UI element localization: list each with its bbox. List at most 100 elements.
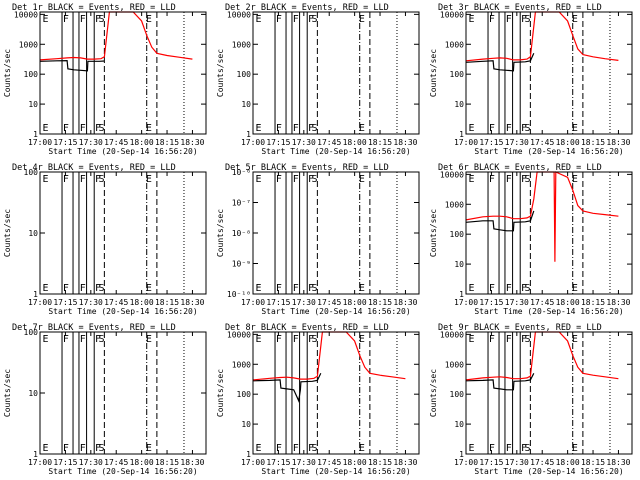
y-tick-label: 10 <box>241 100 251 109</box>
plot-frame <box>252 11 420 135</box>
flag-letter: E <box>256 123 262 134</box>
flag-letter: E <box>256 14 262 25</box>
y-tick-label: 10000 <box>227 330 251 339</box>
y-tick-label: 10000 <box>440 170 464 179</box>
x-axis-label: Start Time (20-Sep-14 16:56:20) <box>474 307 623 316</box>
y-tick-label: 10000 <box>14 10 38 19</box>
flag-letter: E <box>146 283 152 294</box>
y-tick-label: 1000 <box>445 200 464 209</box>
x-tick-label: 18:30 <box>606 138 630 147</box>
flag-letter: S <box>98 334 104 345</box>
flag-letter: F <box>95 174 101 185</box>
flag-letter: F <box>276 283 282 294</box>
panel-det-6: Det 6r BLACK = Events, RED = LLDEEFFFFFF… <box>429 163 633 316</box>
x-tick-label: 17:45 <box>530 458 554 467</box>
flag-letter: S <box>311 174 317 185</box>
x-tick-label: 17:00 <box>28 138 52 147</box>
x-tick-label: 17:15 <box>479 138 503 147</box>
y-axis-label: Counts/sec <box>429 369 438 417</box>
flag-letter: F <box>95 14 101 25</box>
flag-letter: F <box>293 443 299 454</box>
flag-letter: F <box>276 14 282 25</box>
x-tick-label: 17:00 <box>241 138 265 147</box>
x-tick-label: 17:45 <box>104 298 128 307</box>
panel-title: Det 8r BLACK = Events, RED = LLD <box>225 323 389 333</box>
y-tick-label: 100 <box>450 70 465 79</box>
x-tick-label: 17:30 <box>79 458 103 467</box>
y-tick-label: 1 <box>459 130 464 139</box>
x-tick-label: 18:00 <box>556 458 580 467</box>
y-tick-label: 100 <box>237 70 252 79</box>
flag-letter: S <box>524 174 530 185</box>
y-axis-label: Counts/sec <box>429 49 438 97</box>
flag-letter: F <box>80 174 86 185</box>
flag-letter: S <box>524 283 530 294</box>
y-tick-label: 1 <box>33 450 38 459</box>
x-tick-label: 18:30 <box>393 458 417 467</box>
panel-title: Det 2r BLACK = Events, RED = LLD <box>225 3 389 13</box>
flag-letter: F <box>63 283 69 294</box>
panel-det-1: Det 1r BLACK = Events, RED = LLDEEFFFFFF… <box>3 3 207 156</box>
x-tick-label: 17:45 <box>104 458 128 467</box>
panel-det-4: Det 4r BLACK = Events, RED = LLDEEFFFFFF… <box>3 163 207 316</box>
panel-det-3: Det 3r BLACK = Events, RED = LLDEEFFFFFF… <box>429 3 633 156</box>
y-axis-label: Counts/sec <box>216 49 225 97</box>
x-tick-label: 18:00 <box>556 298 580 307</box>
flag-letter: F <box>308 443 314 454</box>
y-tick-label: 10⁻¹⁰ <box>227 290 251 299</box>
flag-letter: E <box>572 443 578 454</box>
series-line-lld <box>252 331 406 381</box>
flag-letter: F <box>489 123 495 134</box>
y-tick-label: 1 <box>33 130 38 139</box>
flag-letter: E <box>146 123 152 134</box>
x-tick-label: 18:30 <box>606 458 630 467</box>
panel-title: Det 3r BLACK = Events, RED = LLD <box>438 3 602 13</box>
flag-letter: E <box>572 334 578 345</box>
flag-letter: E <box>146 14 152 25</box>
x-tick-label: 17:30 <box>292 458 316 467</box>
y-tick-label: 1000 <box>232 360 251 369</box>
y-tick-label: 10 <box>454 100 464 109</box>
y-tick-label: 10⁻⁷ <box>232 199 251 208</box>
x-tick-label: 17:00 <box>454 458 478 467</box>
x-tick-label: 17:15 <box>266 138 290 147</box>
panel-title: Det 4r BLACK = Events, RED = LLD <box>12 163 176 173</box>
flag-letter: F <box>521 443 527 454</box>
flag-letter: E <box>43 443 49 454</box>
flag-letter: F <box>63 174 69 185</box>
flag-letter: E <box>43 123 49 134</box>
flag-letter: E <box>43 334 49 345</box>
flag-letter: F <box>506 174 512 185</box>
x-axis-label: Start Time (20-Sep-14 16:56:20) <box>261 307 410 316</box>
flag-letter: F <box>63 443 69 454</box>
x-tick-label: 18:00 <box>130 298 154 307</box>
flag-letter: F <box>521 334 527 345</box>
y-tick-label: 100 <box>24 168 39 177</box>
flag-letter: S <box>98 283 104 294</box>
flag-letter: E <box>572 123 578 134</box>
flag-letter: E <box>469 443 475 454</box>
y-axis-label: Counts/sec <box>3 209 12 257</box>
panel-title: Det 9r BLACK = Events, RED = LLD <box>438 323 602 333</box>
flag-letter: F <box>489 283 495 294</box>
y-tick-label: 10 <box>28 100 38 109</box>
y-tick-label: 1000 <box>232 40 251 49</box>
flag-letter: F <box>95 123 101 134</box>
flag-letter: E <box>359 174 365 185</box>
series-line-events <box>252 373 322 403</box>
y-tick-label: 1 <box>459 290 464 299</box>
panel-det-9: Det 9r BLACK = Events, RED = LLDEEFFFFFF… <box>429 323 633 476</box>
x-tick-label: 17:00 <box>241 458 265 467</box>
flag-letter: F <box>95 443 101 454</box>
flag-letter: F <box>80 334 86 345</box>
series-line-lld <box>465 11 619 62</box>
flag-letter: E <box>359 283 365 294</box>
y-tick-label: 100 <box>24 70 39 79</box>
x-tick-label: 18:30 <box>393 138 417 147</box>
x-tick-label: 18:30 <box>393 298 417 307</box>
flag-letter: E <box>572 283 578 294</box>
flag-letter: F <box>293 334 299 345</box>
plot-frame <box>465 11 633 135</box>
flag-letter: S <box>98 123 104 134</box>
y-tick-label: 1 <box>33 290 38 299</box>
